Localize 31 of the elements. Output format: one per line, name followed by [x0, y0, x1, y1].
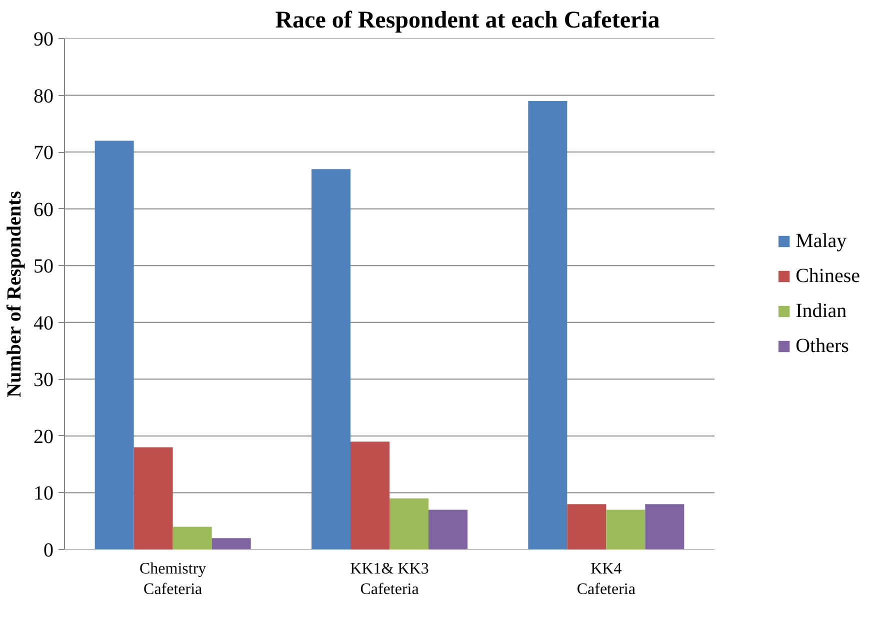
y-tick-label: 30: [34, 369, 54, 392]
chart-title: Race of Respondent at each Cafeteria: [275, 8, 660, 34]
legend-label: Others: [796, 334, 849, 358]
bar: [567, 504, 606, 550]
bar: [94, 140, 134, 550]
bar: [606, 510, 646, 550]
y-tick-label: 40: [34, 312, 54, 334]
bar: [390, 498, 428, 550]
y-tick-label: 50: [34, 256, 54, 278]
legend-label: Malay: [796, 230, 847, 252]
legend-label: Indian: [796, 300, 847, 322]
bar: [645, 504, 684, 550]
bar: [212, 538, 251, 550]
legend-label: Chinese: [796, 264, 860, 288]
x-tick-label: KK4 Cafeteria: [576, 560, 636, 598]
y-tick-label: 10: [34, 482, 54, 505]
bar: [428, 510, 468, 550]
y-axis-title: Number of Respondents: [4, 190, 26, 398]
y-tick-label: 70: [34, 142, 54, 164]
y-tick-label: 60: [34, 198, 54, 221]
bar: [350, 442, 390, 550]
bar: [172, 526, 212, 550]
y-tick-label: 80: [34, 85, 54, 108]
x-tick-label: Chemistry Cafeteria: [140, 560, 206, 598]
bar: [528, 100, 568, 550]
y-tick-label: 20: [34, 426, 54, 448]
y-tick-label: 90: [34, 28, 54, 50]
y-tick-label: 0: [44, 540, 54, 562]
x-tick-label: KK1& KK3 Cafeteria: [350, 560, 429, 598]
bar: [312, 169, 350, 550]
bar: [134, 447, 173, 550]
